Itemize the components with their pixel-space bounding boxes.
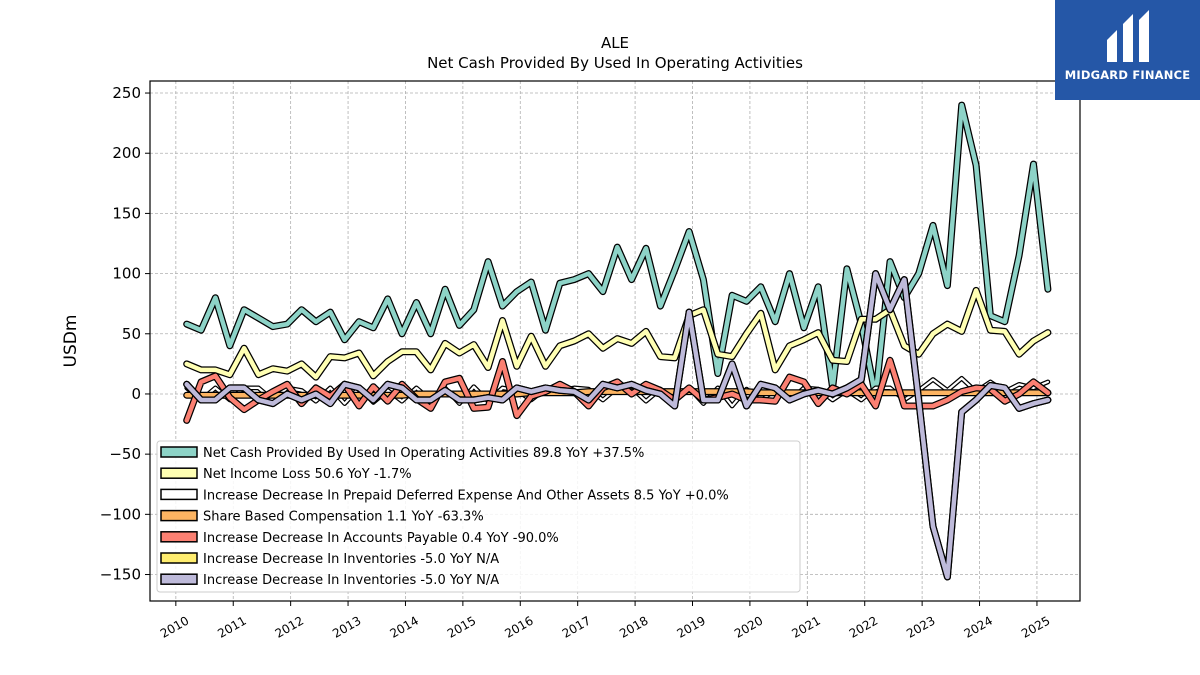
x-tick-label: 2012: [273, 613, 306, 640]
series-line-5: [184, 358, 1051, 423]
series-line-2: [184, 288, 1051, 380]
x-tick-label: 2019: [675, 613, 708, 640]
legend-swatch: [160, 509, 198, 522]
y-tick-label: 50: [122, 325, 141, 343]
legend-label: Net Income Loss 50.6 YoY -1.7%: [203, 467, 412, 482]
legend-swatch: [160, 573, 198, 585]
legend-label: Share Based Compensation 1.1 YoY -63.3%: [203, 510, 484, 525]
y-axis: 250 200 150 100 50 0 −50 −100 −150: [100, 84, 150, 584]
logo-mark-icon: [1107, 10, 1149, 62]
x-tick-label: 2023: [904, 613, 937, 640]
legend-swatch: [160, 446, 198, 458]
x-tick-label: 2022: [847, 613, 880, 640]
y-tick-label: −100: [100, 505, 141, 523]
x-tick-label: 2024: [962, 613, 995, 640]
x-tick-label: 2020: [732, 613, 765, 640]
legend-swatch: [160, 531, 198, 543]
legend-label: Increase Decrease In Inventories -5.0 Yo…: [203, 552, 499, 567]
legend-label: Increase Decrease In Inventories -5.0 Yo…: [203, 573, 499, 588]
legend-swatch: [160, 467, 198, 479]
legend-box: [156, 440, 801, 593]
series-line-7: [184, 271, 1051, 580]
y-tick-label: 100: [112, 265, 141, 283]
logo: MIDGARD FINANCE: [1055, 0, 1200, 100]
x-tick-label: 2018: [617, 613, 650, 640]
x-tick-label: 2017: [560, 613, 593, 640]
y-tick-label: 0: [131, 385, 141, 403]
legend-swatch: [160, 488, 198, 501]
legend-swatch: [160, 552, 198, 564]
x-tick-label: 2025: [1019, 613, 1052, 640]
legend: Net Cash Provided By Used In Operating A…: [156, 440, 801, 593]
x-axis: 2010 2011 2012 2013 2014 2015 2016 2017 2018 2019…: [158, 601, 1052, 641]
y-tick-label: 150: [112, 204, 141, 222]
y-tick-label: 250: [112, 84, 141, 102]
x-tick-label: 2015: [445, 613, 478, 640]
chart-title: ALE: [601, 34, 629, 52]
x-tick-label: 2021: [789, 613, 822, 640]
x-tick-label: 2014: [388, 613, 421, 640]
x-tick-label: 2011: [215, 613, 248, 640]
chart-subtitle: Net Cash Provided By Used In Operating A…: [427, 54, 803, 72]
logo-text: MIDGARD FINANCE: [1064, 68, 1191, 82]
x-tick-label: 2010: [158, 613, 191, 640]
y-tick-label: 200: [112, 144, 141, 162]
legend-label: Increase Decrease In Accounts Payable 0.…: [203, 531, 559, 546]
series-lines: [183, 101, 1052, 581]
legend-label: Increase Decrease In Prepaid Deferred Ex…: [203, 488, 729, 503]
y-tick-label: −150: [100, 566, 141, 584]
y-axis-label: USDm: [61, 315, 81, 368]
plot-frame: [149, 80, 1081, 602]
y-tick-label: −50: [109, 445, 141, 463]
legend-label: Net Cash Provided By Used In Operating A…: [203, 446, 644, 461]
x-tick-label: 2016: [502, 613, 535, 640]
x-tick-label: 2013: [330, 613, 363, 640]
